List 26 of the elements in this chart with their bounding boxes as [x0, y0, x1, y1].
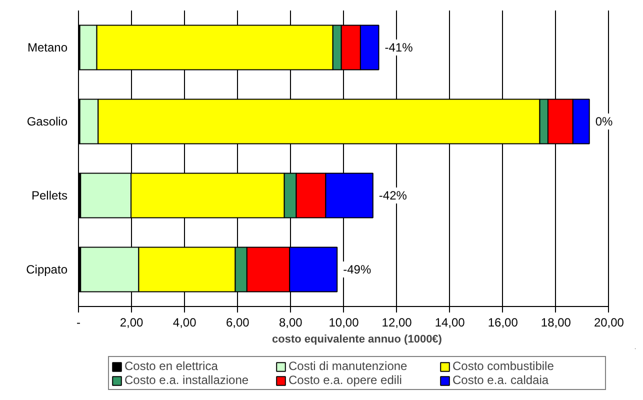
x-tick-label: 20,00 [594, 316, 624, 330]
y-tick-label: Pellets [31, 188, 68, 202]
legend-label: Costi di manutenzione [288, 359, 408, 373]
y-tick-label: Metano [27, 40, 68, 54]
x-tick-label: 12,00 [382, 316, 412, 330]
annotation: -41% [384, 40, 414, 54]
annotation: -42% [378, 188, 408, 202]
x-tick-label: 8,00 [279, 316, 303, 330]
annotation: -49% [343, 262, 372, 276]
legend-label: Costo e.a. opere edili [288, 373, 403, 387]
legend-label: Costo combustibile [452, 359, 555, 373]
legend-label: Costo en elettrica [124, 359, 219, 373]
annotation: 0% [595, 114, 614, 128]
x-tick-label: 18,00 [540, 316, 572, 330]
y-tick-label: Cippato [26, 262, 68, 276]
x-tick-label: 6,00 [226, 316, 250, 330]
x-tick-label: - [76, 316, 80, 330]
x-tick-label: 2,00 [120, 316, 144, 330]
x-axis-title: costo equivalente annuo (1000€) [272, 334, 442, 346]
y-tick-label: Gasolio [26, 114, 68, 128]
x-tick-label: 4,00 [172, 316, 197, 330]
x-tick-label: 16,00 [488, 316, 518, 330]
legend-label: Costo e.a. caldaia [452, 373, 550, 387]
x-tick-label: 14,00 [434, 316, 466, 330]
legend-label: Costo e.a. installazione [124, 373, 250, 387]
x-tick-label: 10,00 [328, 316, 360, 330]
